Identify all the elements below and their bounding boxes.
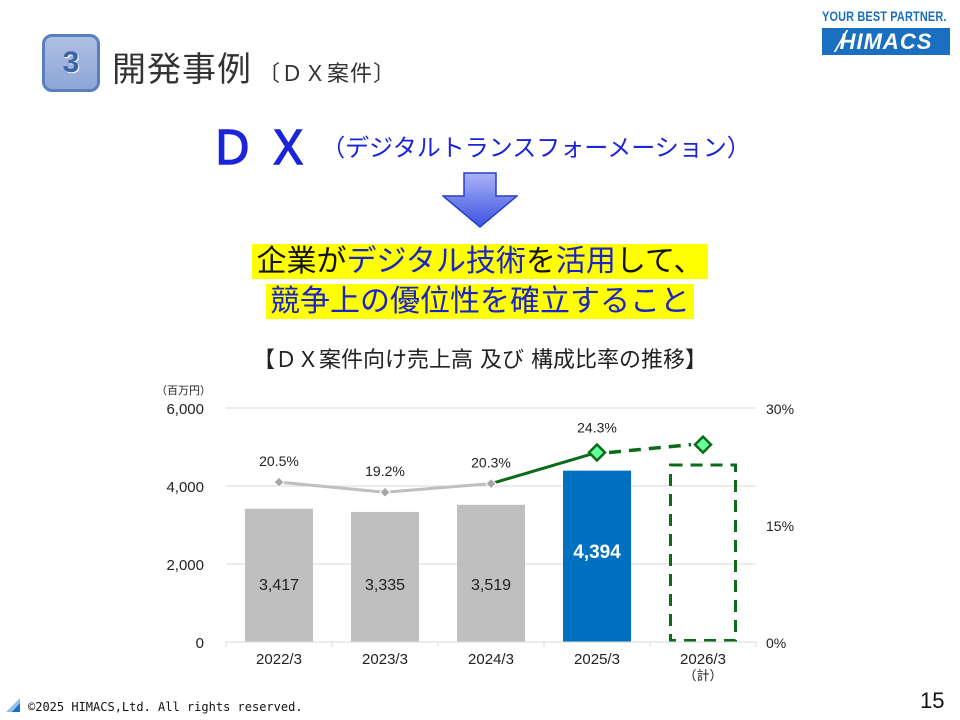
page-title-sub: 〔ＤＸ案件〕 — [258, 62, 397, 87]
y2-tick-label: 30% — [766, 401, 794, 417]
y-tick-label: 0 — [196, 635, 204, 652]
x-tick-note: （計） — [683, 668, 722, 683]
bar — [351, 511, 419, 642]
ratio-label: 20.5% — [259, 453, 299, 469]
x-tick-label: 2023/3 — [362, 651, 408, 668]
definition-line-1: 企業がデジタル技術を活用して、 — [0, 242, 960, 282]
page-title-main: 開発事例 — [112, 50, 252, 90]
ratio-marker — [485, 477, 497, 490]
ratio-label: 24.3% — [577, 419, 617, 435]
down-arrow-icon — [442, 172, 518, 228]
ratio-label: 20.3% — [471, 455, 511, 471]
ratio-marker — [587, 442, 607, 463]
ratio-marker — [693, 434, 713, 455]
y-tick-label: 4,000 — [166, 479, 204, 496]
definition-text: を — [525, 244, 556, 279]
bar-plan-outline — [669, 463, 737, 642]
dx-heading: ＤＸ（デジタルトランスフォーメーション） — [0, 112, 960, 178]
chart-title: 【ＤＸ案件向け売上高 及び 構成比率の推移】 — [253, 348, 707, 373]
section-number-badge: 3 — [42, 34, 100, 92]
y-tick-label: 6,000 — [166, 401, 204, 418]
ratio-marker — [273, 476, 285, 488]
y-axis-unit-label: （百万円） — [156, 384, 211, 397]
bar — [245, 508, 313, 642]
definition-text: 活用 — [555, 244, 616, 279]
bar-value-label: 3,335 — [365, 577, 405, 594]
page-number: 15 — [920, 688, 945, 713]
x-tick-label: 2026/3 — [680, 651, 726, 668]
y-tick-label: 2,000 — [166, 557, 204, 574]
dx-abbrev: ＤＸ — [209, 122, 322, 174]
x-tick-label: 2022/3 — [256, 651, 302, 668]
bar-value-label: 3,519 — [471, 577, 511, 594]
definition-text: 競争上の優位性を確立すること — [266, 284, 694, 319]
page-title: 開発事例 〔ＤＸ案件〕 — [112, 42, 396, 91]
ratio-line-recent — [490, 451, 598, 486]
bar-value-label: 4,394 — [573, 542, 621, 563]
y2-tick-label: 0% — [766, 635, 786, 651]
section-number: 3 — [62, 46, 80, 79]
x-tick-label: 2024/3 — [468, 651, 514, 668]
bar-value-label: 3,417 — [259, 577, 299, 594]
y2-tick-label: 15% — [766, 518, 794, 534]
copyright: ©2025 HIMACS,Ltd. All rights reserved. — [28, 700, 303, 714]
logo-name: HIMACS — [839, 28, 933, 54]
x-tick-label: 2025/3 — [574, 651, 620, 668]
ratio-label: 19.2% — [365, 463, 405, 479]
bar — [457, 504, 525, 642]
bar — [563, 470, 631, 642]
company-mark-icon — [6, 698, 20, 712]
dx-full-name: （デジタルトランスフォーメーション） — [321, 134, 751, 162]
definition-text: して、 — [615, 244, 704, 279]
definition-text: 企業が — [256, 244, 347, 279]
definition-line-2: 競争上の優位性を確立すること — [0, 282, 960, 322]
definition-text: デジタル技術 — [346, 244, 526, 279]
company-logo: HIMACS — [819, 28, 950, 55]
ratio-marker — [379, 486, 391, 498]
ratio-line-plan — [608, 442, 692, 455]
logo-tagline: YOUR BEST PARTNER. — [822, 8, 947, 24]
